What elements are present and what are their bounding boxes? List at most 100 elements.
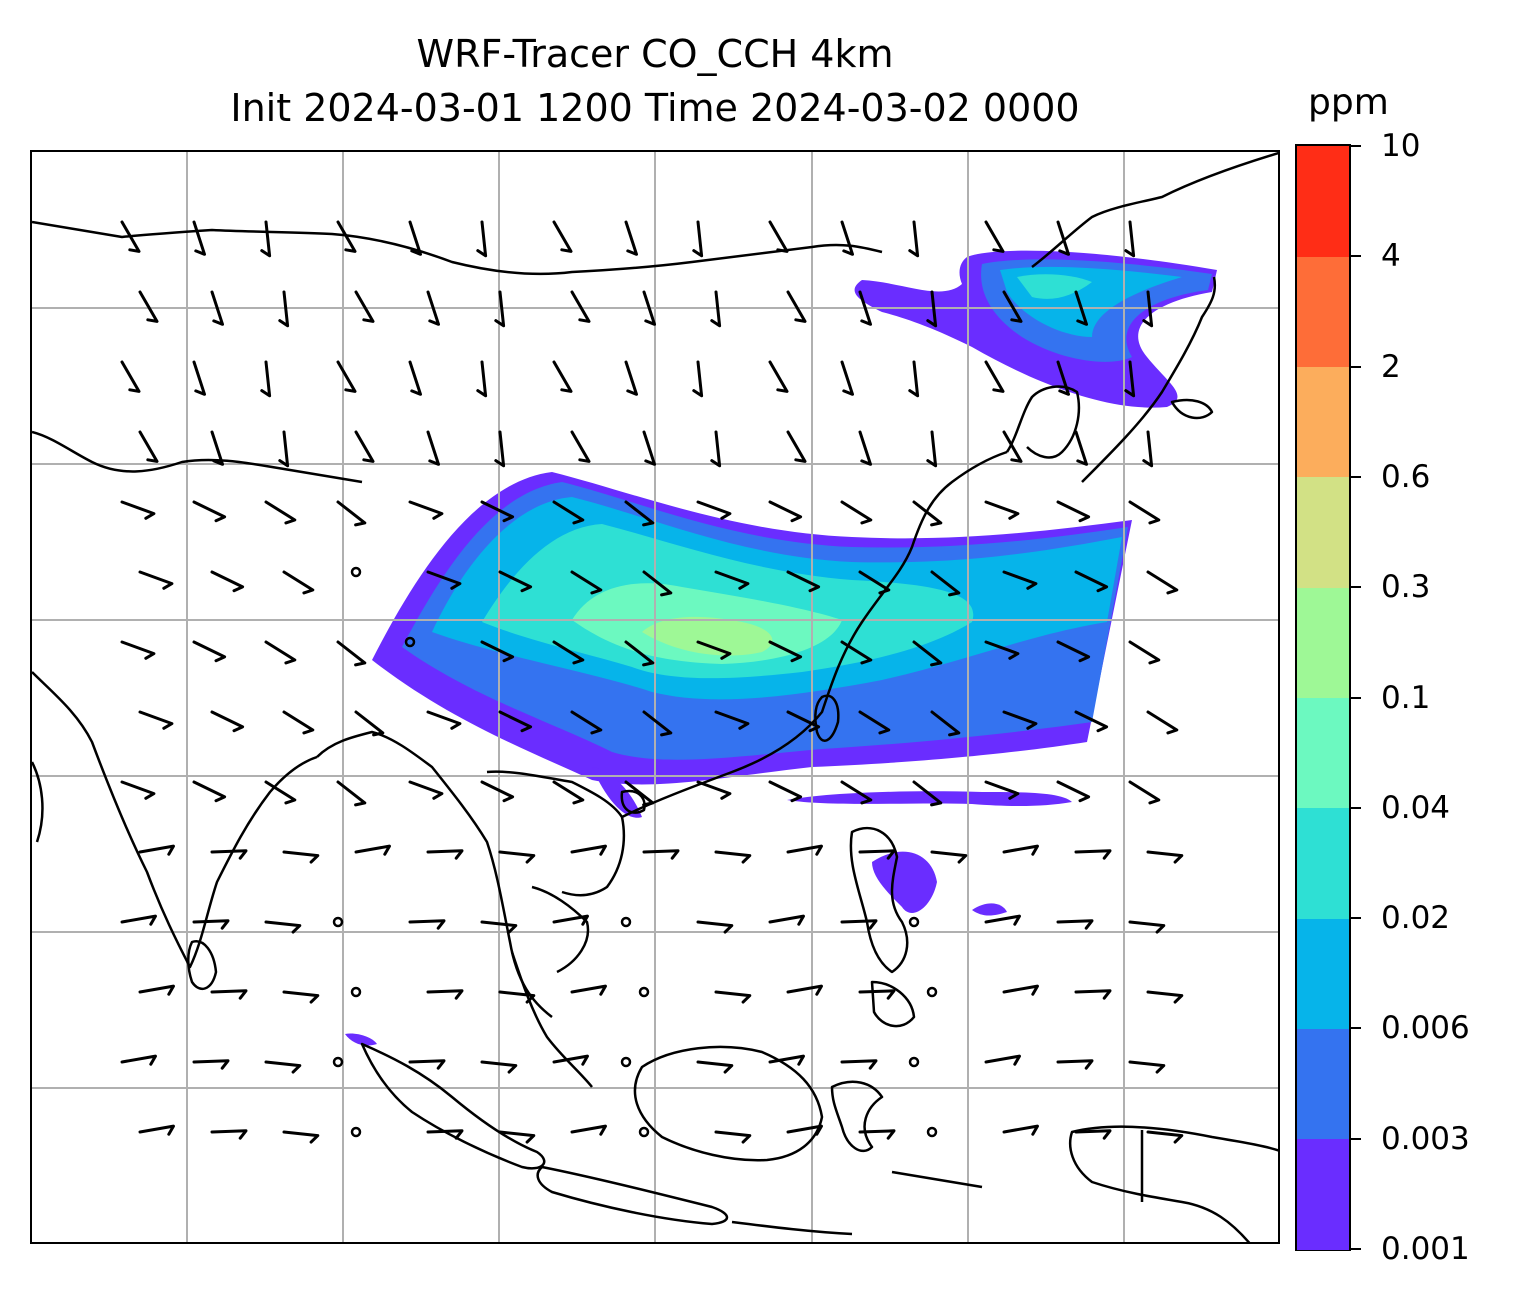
wind-barb xyxy=(858,710,891,735)
wind-barb xyxy=(120,360,141,393)
wind-barb xyxy=(570,290,591,323)
colorbar-tick-label: 0.3 xyxy=(1381,569,1431,606)
colorbar-segment xyxy=(1297,1138,1349,1250)
coastlines xyxy=(32,152,1278,1242)
wind-barb xyxy=(696,500,732,520)
coastline xyxy=(1068,1125,1278,1242)
wind-barb xyxy=(192,640,227,663)
wind-barb xyxy=(930,850,968,864)
wind-barb xyxy=(768,640,803,663)
wind-barb xyxy=(624,500,655,527)
wind-calm-marker xyxy=(908,916,920,928)
colorbar-tick xyxy=(1351,696,1361,699)
wind-calm-marker xyxy=(332,1056,344,1068)
wind-calm-marker xyxy=(350,1126,362,1138)
wind-barb xyxy=(786,984,823,996)
wind-barb xyxy=(840,780,873,805)
plume-patch xyxy=(972,903,1007,916)
wind-barb xyxy=(1002,844,1039,856)
wind-barb xyxy=(642,849,680,860)
wind-barb xyxy=(408,780,444,800)
wind-barb xyxy=(120,640,156,660)
coastline xyxy=(531,885,590,974)
wind-barb xyxy=(858,430,872,466)
wind-barb xyxy=(480,1060,518,1074)
wind-barb xyxy=(1056,360,1070,396)
wind-barb xyxy=(552,1054,589,1066)
wind-barb xyxy=(138,290,159,323)
wind-barb xyxy=(192,919,230,930)
wind-barb xyxy=(710,430,722,468)
wind-barb xyxy=(1146,1130,1184,1144)
wind-barb xyxy=(498,710,533,733)
plume-patch xyxy=(787,791,1072,807)
wind-barb xyxy=(552,500,585,525)
wind-barb xyxy=(408,360,422,396)
wind-barb xyxy=(624,360,638,396)
wind-barb xyxy=(1002,290,1023,323)
coastline xyxy=(32,220,883,276)
wind-barb xyxy=(1128,920,1166,934)
wind-barb xyxy=(840,640,873,665)
wind-barb xyxy=(210,570,245,593)
wind-barb xyxy=(278,430,290,468)
wind-barb xyxy=(840,220,854,256)
colorbar-tick-label: 0.1 xyxy=(1381,679,1431,716)
colorbar-tick-label: 0.6 xyxy=(1381,458,1431,495)
wind-calm-marker xyxy=(620,1056,632,1068)
wind-barb xyxy=(480,640,515,663)
wind-barb xyxy=(624,220,638,256)
wind-barb xyxy=(624,780,655,807)
wind-barb xyxy=(912,500,943,527)
wind-calm-marker xyxy=(926,1126,938,1138)
coastline xyxy=(731,1220,853,1236)
wind-barb xyxy=(138,844,175,856)
coastline xyxy=(1170,398,1214,420)
wind-barb xyxy=(408,500,444,520)
wind-barb xyxy=(426,1129,464,1140)
wind-barb xyxy=(120,220,141,253)
wind-barb xyxy=(984,500,1020,520)
wind-barb xyxy=(930,710,961,737)
wind-barb xyxy=(476,360,488,398)
wind-barb xyxy=(138,710,174,730)
wind-barb xyxy=(858,849,896,860)
wind-barb xyxy=(354,710,385,737)
wind-barb xyxy=(480,500,515,523)
wind-barb xyxy=(120,500,156,520)
wind-barb xyxy=(840,919,878,930)
wind-barb xyxy=(1056,220,1070,256)
wind-barb xyxy=(210,430,224,466)
wind-barb xyxy=(264,920,302,934)
wind-barb xyxy=(336,640,367,667)
wind-barb xyxy=(282,990,320,1004)
wind-barb xyxy=(336,220,357,253)
tracer-plume xyxy=(345,250,1217,1046)
wind-barb xyxy=(480,780,515,803)
wind-barb xyxy=(696,640,732,660)
wind-barb xyxy=(696,1060,734,1074)
map-canvas xyxy=(32,152,1278,1242)
plume-contour xyxy=(642,616,773,656)
wind-calm-marker xyxy=(638,986,650,998)
chart-title-line2: Init 2024-03-01 1200 Time 2024-03-02 000… xyxy=(230,86,1080,130)
wind-barb xyxy=(840,500,873,525)
wind-barb xyxy=(1056,640,1091,663)
wind-barb xyxy=(1074,1129,1112,1140)
wind-barb xyxy=(768,780,803,803)
wind-calm-marker xyxy=(350,986,362,998)
plume-patch xyxy=(592,767,642,818)
wind-barb xyxy=(260,360,272,398)
wind-barb xyxy=(570,430,591,463)
wind-barb xyxy=(282,570,315,595)
wind-calm-marker xyxy=(908,1056,920,1068)
wind-barb xyxy=(426,290,440,326)
colorbar-tick xyxy=(1351,586,1361,589)
wind-barb xyxy=(1142,290,1154,328)
colorbar-tick xyxy=(1351,255,1361,258)
wind-barb xyxy=(264,500,297,525)
wind-barb xyxy=(426,710,462,730)
wind-barb xyxy=(710,290,722,328)
wind-barb xyxy=(926,290,938,328)
wind-barb xyxy=(1002,984,1039,996)
